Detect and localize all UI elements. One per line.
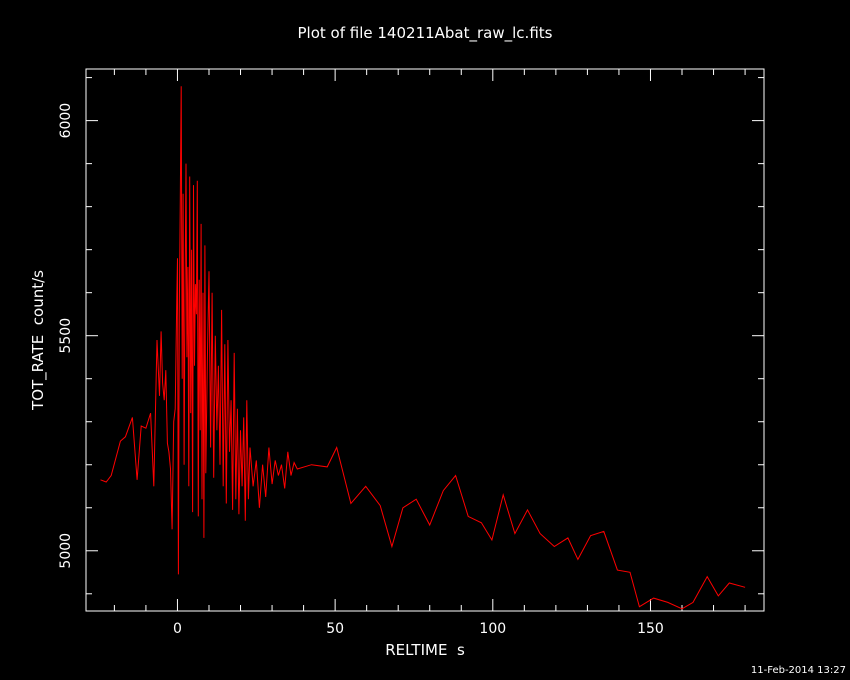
x-tick-label: 100 bbox=[479, 621, 506, 637]
x-tick-label: 50 bbox=[326, 621, 344, 637]
x-axis-label: RELTIME s bbox=[385, 641, 465, 659]
series-layer bbox=[100, 86, 746, 610]
y-tick-label: 5500 bbox=[58, 318, 74, 354]
plot-frame bbox=[85, 68, 765, 612]
chart-title: Plot of file 140211Abat_raw_lc.fits bbox=[298, 24, 553, 43]
timestamp-label: 11-Feb-2014 13:27 bbox=[751, 665, 846, 676]
y-axis-label: TOT_RATE count/s bbox=[29, 270, 48, 411]
tick-labels: 0 50 100 150 5000 5500 6000 bbox=[58, 103, 664, 637]
x-tick-label: 150 bbox=[637, 621, 664, 637]
y-tick-label: 5000 bbox=[58, 533, 74, 569]
axis-ticks bbox=[86, 69, 764, 611]
y-tick-label: 6000 bbox=[58, 103, 74, 139]
x-tick-label: 0 bbox=[173, 621, 182, 637]
series-line bbox=[100, 86, 746, 610]
